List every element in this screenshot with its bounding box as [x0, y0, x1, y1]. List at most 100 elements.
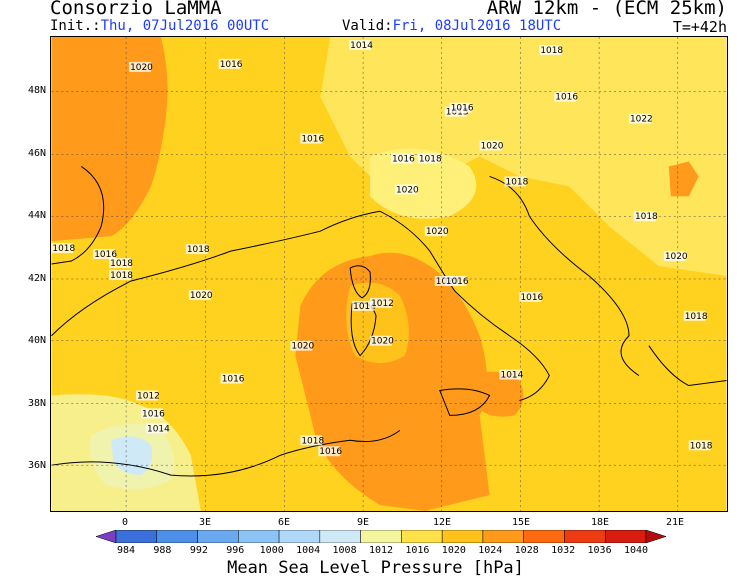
- colorbar-segment: [604, 530, 647, 543]
- isobar-label-bg: [290, 340, 313, 351]
- coast-greece: [648, 345, 727, 387]
- colorbar-segment: [319, 530, 361, 543]
- isobar-label: 1014: [501, 371, 524, 381]
- isobar-label-bg: [417, 153, 440, 164]
- isobar-label-bg: [390, 153, 413, 164]
- colorbar-label: 992: [189, 545, 208, 556]
- isobar-label: 1020: [426, 227, 449, 237]
- colorbar-segment: [482, 530, 524, 543]
- isobar-label: 1018: [187, 245, 210, 255]
- colorbar-label: 988: [153, 545, 172, 556]
- colorbar-label: 1000: [259, 545, 284, 556]
- pressure-map: 1020101610141018101610131016101610161018…: [50, 36, 728, 512]
- isobar-label: 1014: [353, 302, 376, 312]
- isobar-label-bg: [370, 297, 392, 308]
- isobar-label-bg: [539, 44, 562, 55]
- isobar-label-bg: [349, 39, 372, 50]
- isobar-label: 1016: [392, 154, 415, 164]
- isobar-label-bg: [188, 289, 211, 300]
- isobar-label: 1016: [451, 104, 474, 114]
- colorbar-label: 1024: [478, 545, 503, 556]
- isobar-label: 1022: [630, 115, 653, 125]
- isobar-label-bg: [352, 300, 375, 311]
- colorbar-segment: [523, 530, 565, 543]
- isobar-label-bg: [129, 61, 152, 72]
- isobar-label: 1020: [190, 291, 213, 301]
- isobar-label-bg: [394, 184, 417, 195]
- isobar-label: 1016: [555, 93, 578, 103]
- lon-label: 6E: [277, 517, 291, 528]
- colorbar-segment: [360, 530, 402, 543]
- isobar-label: 1014: [147, 424, 170, 434]
- init-time: Init.:Thu, 07Jul2016 00UTC: [50, 18, 269, 34]
- colorbar-label: 1032: [551, 545, 576, 556]
- isobar-label: 1016: [142, 409, 165, 419]
- colorbar-label: 1004: [296, 545, 321, 556]
- isobar-label-bg: [109, 258, 132, 269]
- low-pressure-north-italy: [370, 148, 477, 219]
- isobar-label-bg: [141, 408, 163, 419]
- colorbar-segment: [441, 530, 484, 543]
- high-pressure-west: [51, 37, 168, 242]
- isobar-label: 1016: [446, 277, 469, 287]
- org-title: Consorzio LaMMA: [50, 0, 222, 19]
- lon-label: 18E: [590, 517, 610, 528]
- lon-label: 0: [121, 517, 129, 528]
- isobar-label-bg: [300, 133, 323, 144]
- isobar-label: 1018: [110, 259, 133, 269]
- isobar-label-bg: [300, 435, 323, 446]
- isobar-label: 1018: [110, 271, 133, 281]
- isobar-label-bg: [444, 275, 467, 286]
- lat-label: 48N: [28, 85, 47, 96]
- coastlines: [51, 166, 727, 477]
- forecast-step: T=+42h: [672, 18, 727, 36]
- lon-label: 21E: [665, 517, 685, 528]
- valid-label: Valid:: [342, 18, 393, 34]
- high-pressure-ionian: [469, 371, 524, 417]
- colorbar-segment: [156, 530, 198, 543]
- isobar-label-bg: [683, 310, 706, 321]
- init-value: Thu, 07Jul2016 00UTC: [100, 18, 270, 34]
- isobar-label-bg: [499, 369, 522, 380]
- colorbar-segment: [401, 530, 443, 543]
- colorbar-label: 1028: [514, 545, 539, 556]
- lon-label: 3E: [198, 517, 212, 528]
- isobar-label: 1020: [291, 342, 314, 352]
- isobar-label-bg: [688, 440, 711, 451]
- coast-north-med: [51, 210, 550, 401]
- graticule: [51, 37, 727, 511]
- isobar-label-bg: [628, 113, 651, 124]
- isobar-label: 1018: [540, 46, 563, 56]
- colorbar: [96, 530, 666, 543]
- colorbar-cap-low: [96, 530, 117, 543]
- coast-adriatic: [489, 175, 640, 376]
- isobar-label-bg: [504, 176, 527, 187]
- coast-sicily: [439, 388, 491, 416]
- isobar-label-bg: [109, 270, 132, 280]
- coast-corsica: [349, 265, 371, 299]
- colorbar-label: 1036: [587, 545, 612, 556]
- isobar-label: 1016: [319, 447, 342, 457]
- isobar-label-bg: [220, 373, 243, 384]
- colorbar-segment: [238, 530, 280, 543]
- colorbar-cap-high: [645, 530, 666, 543]
- colorbar-label: 1016: [405, 545, 430, 556]
- isobar-label: 1020: [396, 185, 419, 195]
- isobar-label: 1016: [94, 250, 117, 260]
- colorbar-label: 1008: [332, 545, 357, 556]
- colorbar-segment: [197, 530, 239, 543]
- isobar-label: 1016: [520, 293, 543, 303]
- isobar-label: 1020: [481, 142, 504, 152]
- colorbar-segment: [278, 530, 321, 543]
- legend-title: Mean Sea Level Pressure [hPa]: [227, 558, 524, 578]
- isobar-label: 1018: [301, 436, 324, 446]
- isobar-label: 1016: [222, 375, 245, 385]
- isobar-label-bg: [218, 58, 241, 69]
- isobar-label: 1012: [137, 391, 160, 401]
- isobar-label-bg: [185, 244, 208, 255]
- high-pressure-central: [295, 252, 490, 511]
- valid-value: Fri, 08Jul2016 18UTC: [392, 18, 562, 34]
- isobar-label-bg: [318, 446, 341, 457]
- high-pressure-east: [668, 161, 699, 197]
- isobar-label-bg: [449, 102, 472, 113]
